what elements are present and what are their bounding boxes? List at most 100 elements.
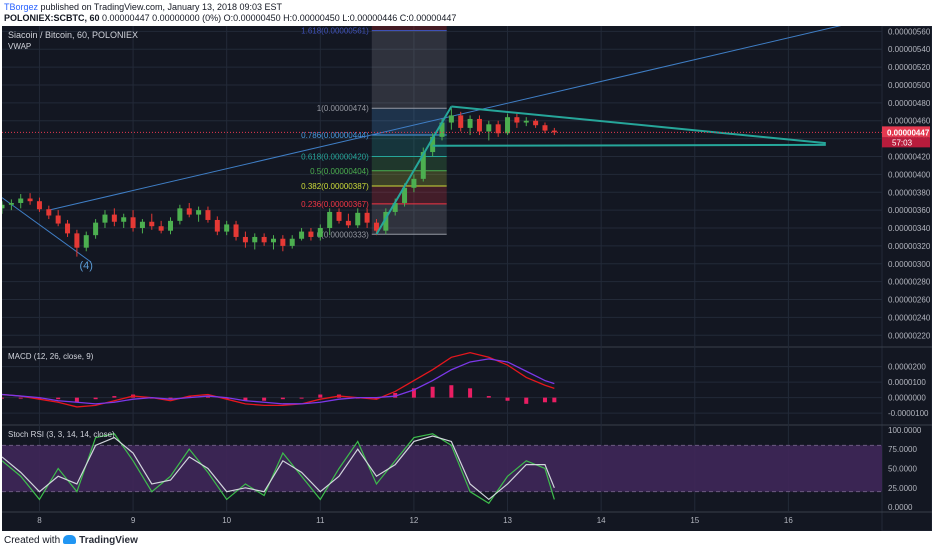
- candle-body: [336, 211, 342, 221]
- candle-body: [224, 224, 230, 232]
- candle-body: [439, 122, 445, 137]
- macd-histogram-bar: [18, 397, 23, 399]
- chart-canvas: 8 9 10 11 12 13 14 15 16 0.00000560 0.00000540 0.00…: [2, 26, 932, 531]
- stoch-tick-label: 50.0000: [888, 465, 917, 474]
- candle-body: [467, 118, 473, 128]
- candle-body: [514, 117, 520, 123]
- candle-body: [186, 208, 192, 215]
- fib-level-label: 1.618(0.00000561): [301, 26, 369, 35]
- macd-tick-label: 0.0000100: [888, 378, 926, 387]
- channel-line: [2, 197, 92, 263]
- candle-body: [392, 202, 398, 212]
- candle-body: [27, 198, 33, 202]
- price-tick-label: 0.00000220: [888, 331, 931, 340]
- macd-histogram-bar: [37, 397, 42, 400]
- candle-body: [523, 120, 529, 123]
- candle-body: [551, 130, 557, 133]
- price-chart-title: Siacoin / Bitcoin, 60, POLONIEX: [8, 30, 138, 40]
- candle-body: [196, 210, 202, 215]
- last-price-tag: [882, 126, 930, 138]
- candle-body: [46, 209, 52, 216]
- candle-body: [205, 210, 211, 220]
- candle-body: [111, 214, 117, 222]
- wave-label: (4): [80, 260, 93, 272]
- macd-histogram-bar: [2, 397, 4, 399]
- fib-level-label: 0.382(0.00000387): [301, 182, 369, 191]
- x-tick-label: 14: [597, 516, 606, 525]
- x-tick-label: 9: [131, 516, 136, 525]
- triangle-upper-line: [451, 105, 826, 145]
- price-tick-label: 0.00000340: [888, 224, 931, 233]
- candle-body: [317, 228, 323, 237]
- tradingview-brand[interactable]: TradingView: [79, 535, 138, 546]
- macd-histogram-bar: [524, 397, 529, 404]
- price-tick-label: 0.00000240: [888, 313, 931, 322]
- macd-histogram-bar: [393, 392, 398, 398]
- candle-body: [36, 201, 42, 210]
- x-tick-label: 8: [37, 516, 42, 525]
- price-axis-background: [881, 26, 932, 531]
- channel-line: [48, 26, 842, 211]
- indicator-label: VWAP: [8, 42, 31, 51]
- macd-histogram-bar: [243, 397, 248, 401]
- candle-body: [270, 238, 276, 243]
- ohlc-values: 0.00000447 0.00000000 (0%) O:0.00000450 …: [102, 13, 457, 23]
- x-tick-label: 15: [690, 516, 699, 525]
- candle-body: [355, 212, 361, 226]
- macd-tick-label: -0.0000100: [888, 409, 929, 418]
- macd-histogram-bar: [449, 385, 454, 398]
- candle-body: [299, 231, 305, 239]
- fib-zone: [371, 135, 447, 157]
- candle-body: [327, 211, 333, 229]
- macd-histogram-bar: [299, 397, 304, 399]
- price-tick-label: 0.00000540: [888, 45, 931, 54]
- macd-histogram-bar: [505, 397, 510, 401]
- candle-body: [486, 124, 492, 132]
- x-tick-label: 10: [222, 516, 231, 525]
- price-tick-label: 0.00000460: [888, 117, 931, 126]
- price-tick-label: 0.00000280: [888, 278, 931, 287]
- macd-histogram-bar: [486, 396, 491, 398]
- macd-histogram-bar: [262, 397, 267, 401]
- candle-body: [130, 217, 136, 229]
- candle-body: [289, 238, 295, 246]
- price-tick-label: 0.00000360: [888, 206, 931, 215]
- candle-body: [252, 236, 258, 243]
- author-link[interactable]: TBorgez: [4, 2, 39, 12]
- triangle-lower-line: [432, 143, 826, 147]
- x-tick-label: 13: [503, 516, 512, 525]
- price-tick-label: 0.00000400: [888, 170, 931, 179]
- impulse-line: [375, 105, 453, 235]
- candle-body: [505, 117, 511, 134]
- stoch-tick-label: 0.0000: [888, 503, 913, 512]
- stoch-tick-label: 25.0000: [888, 484, 917, 493]
- candle-body: [402, 187, 408, 203]
- fib-level-label: 0.5(0.00000404): [310, 167, 369, 176]
- macd-title: MACD (12, 26, close, 9): [8, 352, 94, 361]
- candle-body: [102, 214, 108, 223]
- published-text: published on TradingView.com, January 13…: [40, 2, 283, 12]
- candle-body: [242, 236, 248, 243]
- macd-histogram-bar: [552, 397, 557, 403]
- fib-level-label: 0.618(0.00000420): [301, 153, 369, 162]
- candle-body: [373, 222, 379, 231]
- price-tick-label: 0.00000320: [888, 242, 931, 251]
- chart-area[interactable]: 8 9 10 11 12 13 14 15 16 0.00000560 0.00000540 0.00…: [2, 26, 932, 531]
- publish-line: TBorgez published on TradingView.com, Ja…: [4, 2, 282, 12]
- fib-zone: [371, 156, 447, 171]
- macd-tick-label: 0.0000200: [888, 363, 926, 372]
- candle-body: [93, 222, 99, 236]
- stoch-band: [2, 445, 882, 492]
- footer: Created with TradingView: [0, 531, 932, 550]
- symbol-label: POLONIEX:SCBTC, 60: [4, 13, 100, 23]
- candle-body: [280, 238, 286, 246]
- macd-histogram-bar: [93, 397, 98, 400]
- x-tick-label: 11: [316, 516, 325, 525]
- macd-histogram-bar: [56, 397, 61, 400]
- fib-level-label: 0.786(0.00000444): [301, 131, 369, 140]
- stoch-title: Stoch RSI (3, 3, 14, 14, close): [8, 430, 115, 439]
- stoch-tick-label: 100.0000: [888, 426, 922, 435]
- macd-histogram-bar: [280, 397, 285, 400]
- candle-body: [139, 221, 145, 229]
- candle-body: [448, 115, 454, 123]
